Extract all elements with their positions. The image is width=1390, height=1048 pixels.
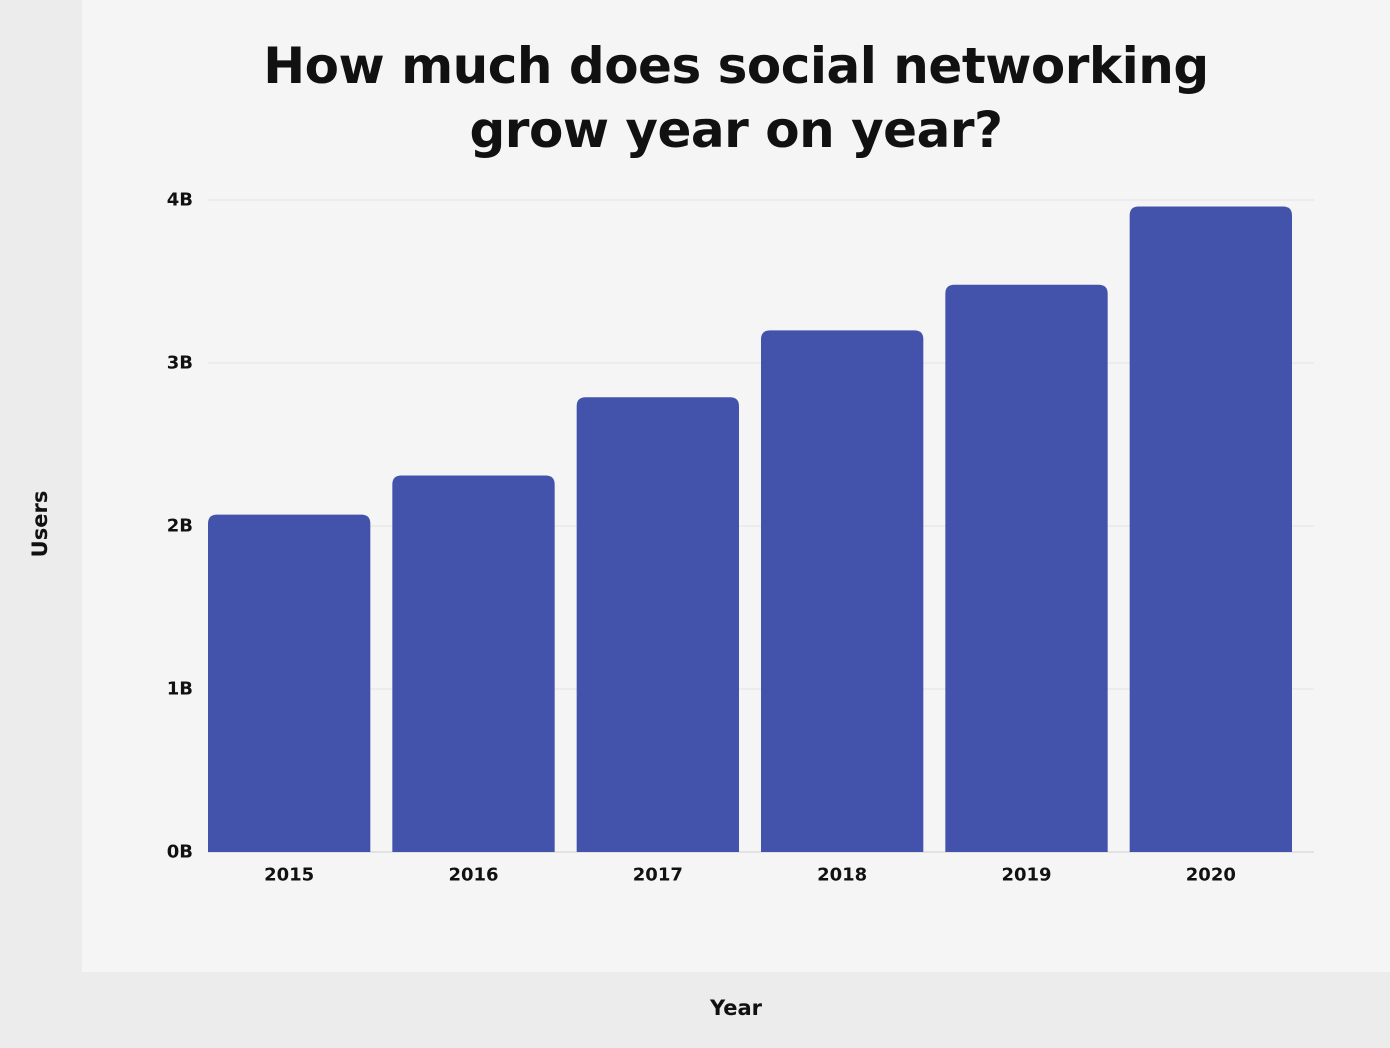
chart-title-line-2: grow year on year? bbox=[469, 101, 1003, 159]
y-axis-ticks: 0B 1B 2B 3B 4B bbox=[167, 190, 193, 863]
y-tick-label: 1B bbox=[167, 679, 193, 700]
bar-2015 bbox=[208, 514, 371, 852]
x-axis-label: Year bbox=[709, 996, 763, 1020]
chart-title-line-1: How much does social networking bbox=[263, 37, 1209, 95]
x-axis-band bbox=[82, 972, 1390, 1048]
bars bbox=[208, 206, 1292, 852]
y-tick-label: 3B bbox=[167, 353, 193, 374]
y-tick-label: 0B bbox=[167, 842, 193, 863]
x-tick-label: 2015 bbox=[264, 865, 314, 886]
x-tick-label: 2019 bbox=[1001, 865, 1051, 886]
bar-2018 bbox=[761, 330, 924, 852]
y-tick-label: 4B bbox=[167, 190, 193, 211]
bar-2017 bbox=[576, 397, 739, 852]
y-axis-band bbox=[0, 0, 82, 1048]
bar-2016 bbox=[392, 475, 555, 852]
x-tick-label: 2016 bbox=[448, 865, 498, 886]
bar-2020 bbox=[1129, 206, 1292, 852]
chart-title: How much does social networking grow yea… bbox=[82, 34, 1390, 162]
x-tick-label: 2020 bbox=[1186, 865, 1236, 886]
x-tick-label: 2018 bbox=[817, 865, 867, 886]
bar-2019 bbox=[945, 284, 1108, 852]
x-axis-ticks: 2015 2016 2017 2018 2019 2020 bbox=[264, 865, 1236, 886]
y-tick-label: 2B bbox=[167, 516, 193, 537]
x-tick-label: 2017 bbox=[633, 865, 683, 886]
